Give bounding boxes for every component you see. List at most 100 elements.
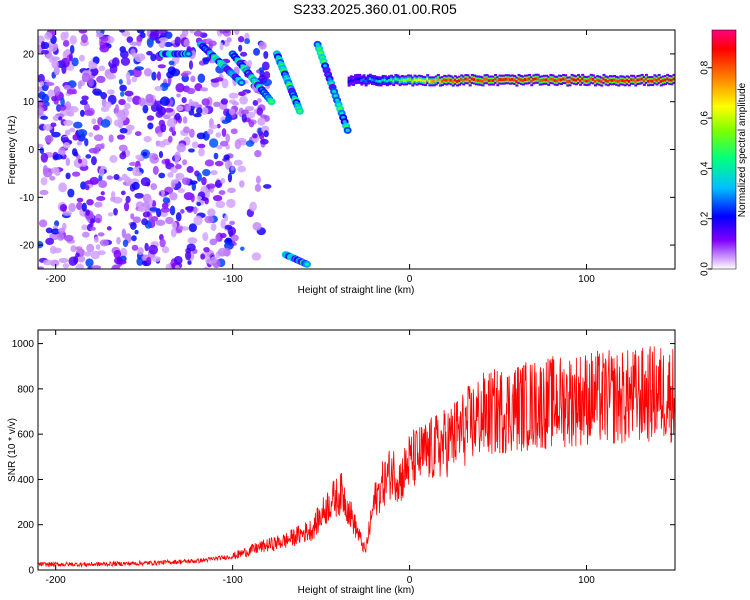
noise-blob <box>186 87 196 95</box>
noise-blob <box>176 93 181 98</box>
noise-blob <box>170 227 177 238</box>
noise-blob <box>228 92 239 99</box>
noise-blob <box>204 266 209 269</box>
band-core <box>377 79 381 83</box>
noise-blob <box>80 158 88 167</box>
streak-core <box>186 52 191 56</box>
band-core <box>360 79 364 82</box>
noise-blob <box>118 144 128 152</box>
noise-blob <box>181 177 191 185</box>
noise-blob <box>47 89 56 98</box>
noise-blob <box>238 91 246 96</box>
noise-blob <box>176 143 186 153</box>
streak-core <box>321 59 326 64</box>
noise-blob <box>95 244 101 250</box>
noise-blob <box>189 101 198 107</box>
snr-ytick-label: 600 <box>17 430 34 441</box>
band-core <box>536 77 540 81</box>
colorbar-label: Normalized spectral amplitude <box>737 82 748 217</box>
noise-blob <box>53 85 61 96</box>
noise-blob <box>91 156 97 166</box>
band-core <box>451 80 455 84</box>
noise-blob <box>202 232 209 242</box>
noise-blob <box>150 53 157 62</box>
noise-blob <box>117 259 127 265</box>
band-core <box>392 79 396 83</box>
noise-blob <box>247 59 253 68</box>
noise-blob <box>52 154 63 160</box>
band-core <box>400 78 404 82</box>
noise-blob <box>121 228 126 239</box>
noise-blob <box>189 180 198 185</box>
noise-blob <box>239 95 248 105</box>
noise-blob <box>149 207 159 212</box>
noise-blob <box>76 202 83 211</box>
noise-blob <box>219 140 229 147</box>
noise-blob <box>188 60 194 70</box>
spectrogram-xtick-label: 100 <box>578 274 595 285</box>
noise-blob <box>151 71 157 81</box>
noise-blob <box>58 116 63 121</box>
noise-blob <box>69 127 76 133</box>
noise-blob <box>224 214 229 222</box>
noise-blob <box>98 180 108 188</box>
noise-blob <box>91 265 102 269</box>
snr-frame <box>37 329 676 571</box>
noise-blob <box>257 117 266 126</box>
noise-blob <box>131 76 138 83</box>
noise-blob <box>51 131 61 138</box>
noise-blob <box>66 111 75 117</box>
noise-blob <box>214 77 224 82</box>
noise-blob <box>51 167 60 174</box>
noise-blob <box>263 71 271 80</box>
band-core <box>419 78 423 82</box>
noise-blob <box>113 174 120 181</box>
streak-core <box>327 77 332 81</box>
noise-blob <box>187 260 192 265</box>
noise-blob <box>193 30 203 37</box>
band-core <box>606 79 610 83</box>
band-core <box>458 79 462 83</box>
noise-blob <box>220 233 227 239</box>
noise-blob <box>203 246 210 253</box>
noise-blob <box>71 57 79 67</box>
noise-blob <box>58 104 67 111</box>
noise-blob <box>245 140 255 147</box>
spectrogram-ytick-label: 20 <box>23 49 35 60</box>
noise-blob <box>50 56 60 61</box>
band-core <box>519 78 523 82</box>
noise-blob <box>76 255 86 263</box>
band-core <box>500 78 504 82</box>
noise-blob <box>40 152 49 163</box>
noise-blob <box>61 205 67 213</box>
snr-ylabel: SNR (10 * v/v) <box>7 418 18 482</box>
noise-blob <box>120 190 126 196</box>
noise-blob <box>263 184 272 189</box>
noise-blob <box>159 238 166 248</box>
noise-blob <box>146 115 155 121</box>
band-core <box>466 77 470 81</box>
noise-blob <box>156 71 162 81</box>
noise-blob <box>160 190 166 196</box>
streak-core <box>329 81 334 85</box>
noise-blob <box>240 51 248 57</box>
noise-blob <box>135 154 143 160</box>
noise-blob <box>162 197 171 204</box>
noise-blob <box>78 30 88 34</box>
noise-blob <box>124 90 134 97</box>
noise-blob <box>196 201 202 207</box>
band-core <box>634 80 638 83</box>
noise-blob <box>206 183 216 189</box>
noise-blob <box>126 166 134 172</box>
noise-blob <box>254 150 262 158</box>
noise-blob <box>196 195 202 201</box>
band-core <box>443 78 447 82</box>
noise-blob <box>232 101 240 106</box>
noise-blob <box>38 219 48 228</box>
streak-core <box>324 68 329 72</box>
band-core <box>598 79 602 83</box>
band-core <box>638 78 642 82</box>
noise-blob <box>208 124 218 129</box>
streak-core <box>335 98 340 102</box>
noise-blob <box>73 151 79 157</box>
